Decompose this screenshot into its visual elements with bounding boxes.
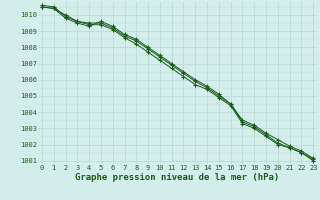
X-axis label: Graphe pression niveau de la mer (hPa): Graphe pression niveau de la mer (hPa): [76, 173, 280, 182]
